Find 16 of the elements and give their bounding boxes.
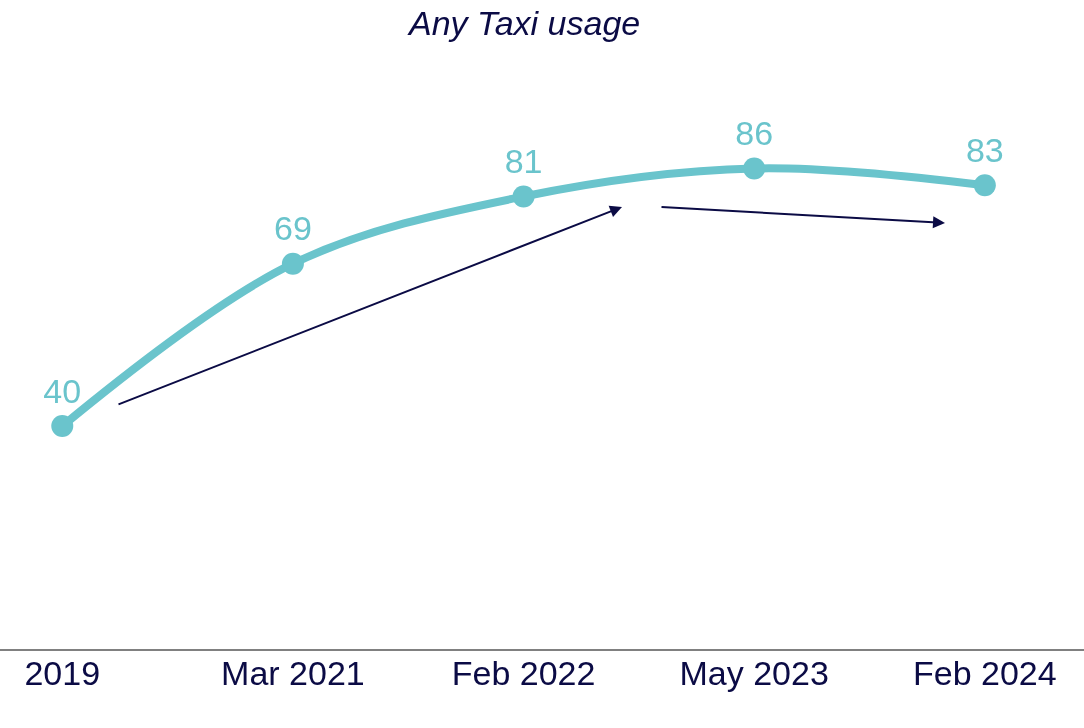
x-tick-label: May 2023 xyxy=(679,654,829,692)
data-label: 40 xyxy=(43,371,82,410)
x-tick-label: 2019 xyxy=(24,654,101,692)
data-label: 86 xyxy=(735,114,774,153)
chart-title: Any Taxi usage xyxy=(407,3,641,42)
point xyxy=(281,252,304,275)
data-label: 83 xyxy=(965,131,1004,170)
data-label: 81 xyxy=(504,142,543,181)
point xyxy=(512,185,535,208)
x-tick-label: Mar 2021 xyxy=(221,654,365,692)
x-tick-label: Feb 2024 xyxy=(912,654,1057,692)
data-label: 69 xyxy=(274,209,312,248)
point xyxy=(743,157,766,180)
x-tick-label: Feb 2022 xyxy=(451,654,596,692)
point xyxy=(973,174,996,197)
point xyxy=(51,415,74,438)
